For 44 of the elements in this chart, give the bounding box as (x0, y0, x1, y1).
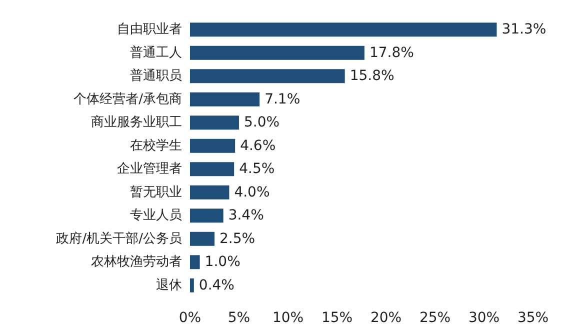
data-label: 4.0% (234, 184, 270, 200)
x-tick-label: 15% (321, 310, 353, 326)
y-tick-label: 自由职业者 (117, 22, 182, 38)
data-label: 5.0% (244, 114, 280, 131)
data-label: 1.0% (204, 254, 240, 270)
y-tick-label: 个体经营者/承包商 (74, 92, 182, 107)
data-label: 3.4% (228, 208, 264, 224)
data-label: 0.4% (198, 277, 234, 294)
x-tick-label: 5% (228, 310, 250, 326)
bar (190, 46, 364, 60)
y-tick-label: 普通职员 (130, 68, 182, 84)
y-tick-label: 在校学生 (130, 138, 182, 154)
bar (190, 185, 230, 200)
bar (190, 92, 260, 106)
bar (190, 116, 239, 130)
x-tick-label: 35% (517, 310, 549, 326)
bar (190, 232, 214, 246)
y-tick-label: 退休 (156, 278, 182, 293)
data-label: 4.5% (239, 161, 275, 178)
data-label: 31.3% (502, 22, 546, 38)
data-label: 17.8% (369, 44, 414, 61)
bar (190, 278, 194, 292)
bar (190, 162, 234, 176)
bar (190, 22, 497, 37)
y-tick-label: 专业人员 (130, 208, 182, 224)
y-tick-label: 普通工人 (130, 44, 182, 60)
y-tick-label: 商业服务业职工 (91, 115, 182, 130)
bar (190, 255, 200, 270)
x-tick-label: 25% (419, 310, 451, 326)
bar (190, 138, 236, 153)
y-tick-label: 政府/机关干部/公务员 (56, 230, 182, 246)
bar (190, 208, 224, 223)
x-tick-label: 30% (468, 310, 500, 326)
data-label: 4.6% (240, 138, 276, 154)
x-tick-label: 10% (272, 310, 304, 326)
data-label: 2.5% (220, 230, 256, 247)
bar (190, 69, 345, 84)
y-tick-label: 企业管理者 (117, 162, 182, 177)
y-tick-label: 农林牧渔劳动者 (91, 254, 182, 270)
y-tick-label: 暂无职业 (130, 184, 182, 200)
x-tick-label: 20% (370, 310, 402, 326)
data-label: 7.1% (264, 91, 300, 108)
data-label: 15.8% (350, 68, 394, 84)
x-tick-label: 0% (178, 310, 202, 326)
